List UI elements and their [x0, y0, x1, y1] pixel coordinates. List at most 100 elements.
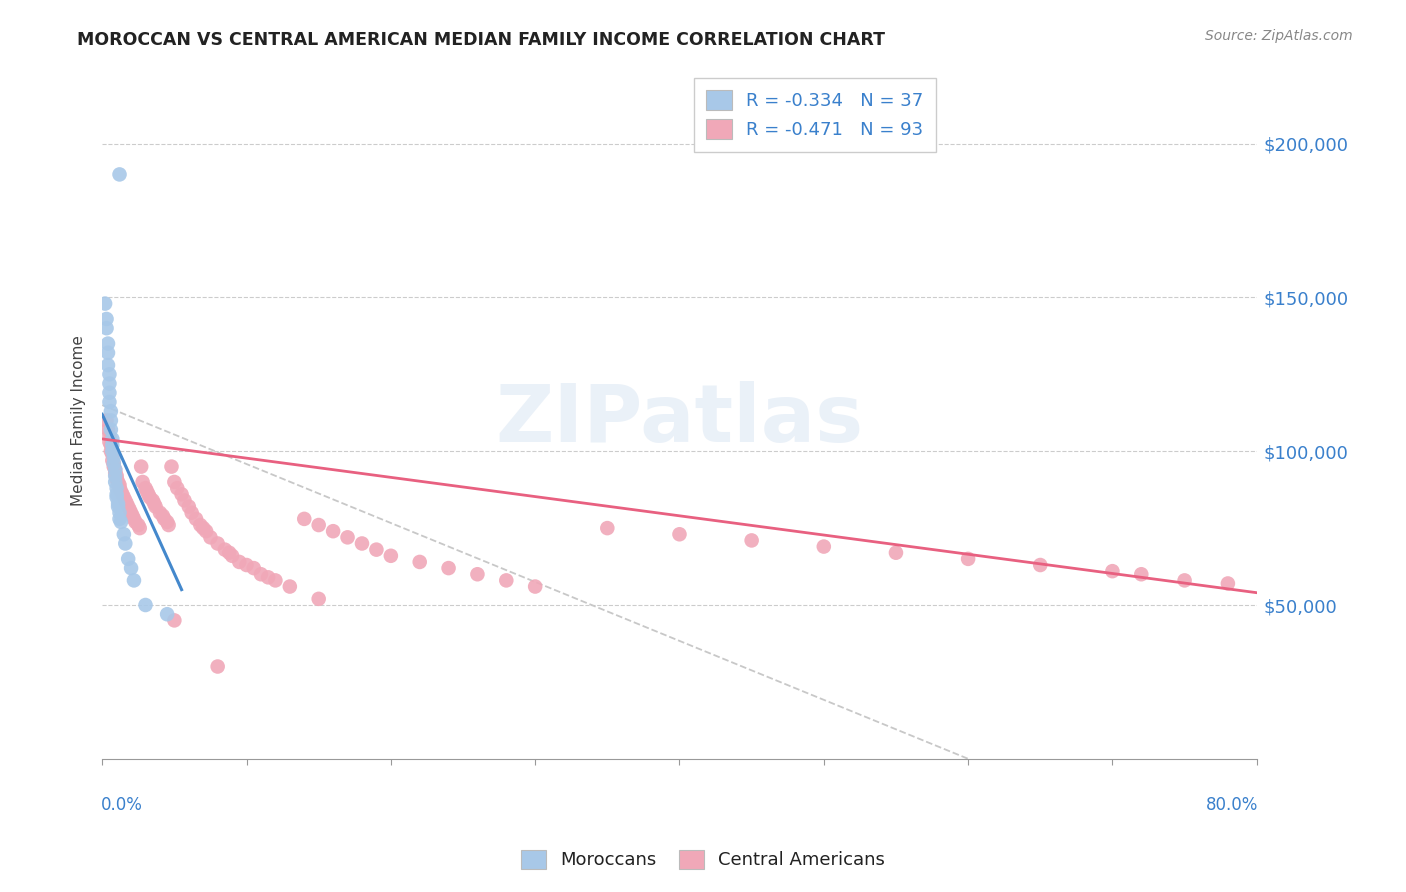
- Point: [101, 432, 124, 446]
- Legend: Moroccans, Central Americans: Moroccans, Central Americans: [512, 840, 894, 879]
- Point: [257, 570, 280, 584]
- Point: [177, 500, 200, 514]
- Point: [152, 508, 174, 523]
- Point: [1216, 576, 1239, 591]
- Point: [143, 496, 166, 510]
- Point: [120, 561, 142, 575]
- Point: [98, 395, 121, 409]
- Point: [264, 574, 287, 588]
- Point: [100, 438, 122, 452]
- Point: [112, 491, 135, 505]
- Point: [1101, 564, 1123, 578]
- Point: [111, 487, 134, 501]
- Point: [467, 567, 489, 582]
- Point: [193, 521, 215, 535]
- Point: [104, 468, 127, 483]
- Text: 80.0%: 80.0%: [1205, 796, 1258, 814]
- Point: [107, 500, 129, 514]
- Point: [105, 481, 128, 495]
- Point: [94, 296, 117, 310]
- Point: [228, 555, 250, 569]
- Point: [96, 312, 118, 326]
- Point: [100, 423, 122, 437]
- Point: [110, 484, 132, 499]
- Point: [108, 506, 131, 520]
- Point: [101, 453, 124, 467]
- Point: [308, 591, 330, 606]
- Point: [98, 368, 121, 382]
- Point: [103, 450, 125, 465]
- Point: [221, 549, 243, 563]
- Point: [250, 567, 273, 582]
- Point: [101, 444, 124, 458]
- Point: [218, 546, 240, 560]
- Point: [741, 533, 763, 548]
- Point: [495, 574, 517, 588]
- Point: [100, 444, 122, 458]
- Point: [292, 512, 315, 526]
- Point: [96, 321, 118, 335]
- Point: [524, 580, 547, 594]
- Point: [122, 512, 145, 526]
- Point: [242, 561, 264, 575]
- Point: [134, 481, 156, 495]
- Point: [115, 496, 138, 510]
- Point: [114, 536, 136, 550]
- Point: [957, 552, 980, 566]
- Point: [409, 555, 432, 569]
- Point: [117, 500, 139, 514]
- Point: [156, 607, 179, 622]
- Point: [336, 530, 359, 544]
- Point: [101, 447, 124, 461]
- Point: [366, 542, 388, 557]
- Point: [97, 346, 120, 360]
- Point: [596, 521, 619, 535]
- Point: [108, 168, 131, 182]
- Point: [104, 463, 127, 477]
- Point: [308, 518, 330, 533]
- Point: [195, 524, 218, 539]
- Point: [104, 475, 127, 489]
- Point: [163, 475, 186, 489]
- Text: 0.0%: 0.0%: [101, 796, 143, 814]
- Point: [108, 481, 131, 495]
- Point: [813, 540, 835, 554]
- Point: [207, 659, 229, 673]
- Point: [149, 506, 172, 520]
- Point: [278, 580, 301, 594]
- Point: [380, 549, 402, 563]
- Point: [1029, 558, 1052, 572]
- Point: [184, 512, 207, 526]
- Point: [156, 515, 179, 529]
- Point: [98, 376, 121, 391]
- Point: [157, 518, 180, 533]
- Point: [145, 500, 167, 514]
- Point: [170, 487, 193, 501]
- Point: [668, 527, 690, 541]
- Point: [163, 613, 186, 627]
- Point: [97, 423, 120, 437]
- Point: [188, 518, 211, 533]
- Point: [96, 413, 118, 427]
- Point: [180, 506, 202, 520]
- Point: [118, 502, 141, 516]
- Point: [114, 493, 136, 508]
- Point: [105, 468, 128, 483]
- Point: [437, 561, 460, 575]
- Point: [110, 515, 132, 529]
- Point: [131, 475, 153, 489]
- Point: [884, 546, 907, 560]
- Point: [117, 552, 139, 566]
- Point: [139, 491, 162, 505]
- Point: [105, 472, 128, 486]
- Point: [107, 496, 129, 510]
- Point: [207, 536, 229, 550]
- Point: [105, 487, 128, 501]
- Point: [1174, 574, 1197, 588]
- Point: [235, 558, 257, 572]
- Point: [120, 506, 142, 520]
- Text: ZIPatlas: ZIPatlas: [495, 382, 863, 459]
- Point: [153, 512, 176, 526]
- Text: MOROCCAN VS CENTRAL AMERICAN MEDIAN FAMILY INCOME CORRELATION CHART: MOROCCAN VS CENTRAL AMERICAN MEDIAN FAMI…: [77, 31, 886, 49]
- Point: [124, 515, 146, 529]
